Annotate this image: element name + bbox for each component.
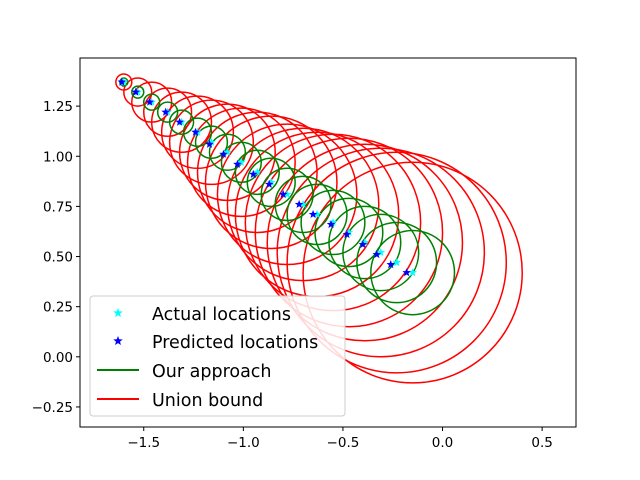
our-approach-circle: [168, 109, 195, 135]
y-tick-label: 1.00: [43, 149, 73, 165]
our-approach-circle: [234, 149, 280, 196]
union-bound-circle: [276, 147, 486, 358]
y-tick-label: −0.25: [32, 400, 73, 416]
our-approach-circle: [246, 157, 296, 208]
predicted-location-point: [294, 199, 304, 209]
predicted-location-point: [358, 240, 368, 249]
actual-location-point: [237, 157, 246, 166]
predicted-location-point: [326, 219, 336, 229]
actual-location-point: [282, 189, 292, 199]
x-tick-label: 0.5: [531, 435, 552, 451]
predicted-location-point: [145, 97, 154, 106]
axes-frame: [79, 57, 577, 428]
legend-handles: [97, 308, 139, 400]
predicted-location-point: [175, 117, 184, 126]
legend-label-actual: Actual locations: [152, 305, 291, 325]
union-bound-circle: [266, 143, 464, 342]
y-tick-label: 0.50: [43, 250, 73, 266]
x-axis: −1.5 −1.0 −0.5 0.0 0.5: [127, 427, 553, 451]
our-approach-circles: [119, 77, 456, 316]
predicted-location-point: [161, 107, 170, 116]
union-bound-circle: [150, 91, 213, 154]
y-tick-label: 0.00: [43, 350, 73, 366]
predicted-location-point: [205, 139, 214, 148]
predicted-location-point: [402, 268, 411, 277]
y-axis: −0.25 0.00 0.25 0.50 0.75 1.00 1.25: [32, 99, 80, 416]
our-approach-circle: [356, 221, 438, 304]
actual-location-point: [266, 177, 276, 186]
y-tick-label: 0.25: [43, 300, 73, 316]
legend: Actual locations Predicted locations Our…: [89, 295, 346, 417]
x-tick-label: 0.0: [432, 435, 453, 451]
actual-location-point: [376, 248, 386, 257]
our-approach-circle: [220, 141, 263, 184]
our-approach-circle: [370, 229, 456, 316]
y-tick-label: 1.25: [43, 99, 73, 115]
predicted-location-point: [233, 159, 242, 168]
our-approach-circle: [156, 101, 179, 123]
actual-location-point: [223, 147, 232, 156]
predicted-location-point: [278, 189, 288, 199]
legend-label-predicted: Predicted locations: [152, 333, 318, 353]
predicted-location-point: [219, 149, 228, 158]
our-approach-circle: [328, 205, 402, 280]
actual-location-point: [344, 227, 354, 237]
legend-star-icon: [113, 336, 123, 346]
our-approach-circle: [300, 189, 366, 256]
predicted-location-markers: [117, 77, 411, 277]
predicted-location-point: [386, 260, 396, 269]
legend-star-icon: [113, 308, 123, 318]
union-bound-circle: [254, 137, 444, 328]
actual-location-point: [298, 199, 308, 209]
predicted-location-point: [308, 209, 318, 219]
predicted-location-point: [249, 169, 258, 178]
predicted-location-point: [131, 87, 141, 96]
union-bound-circle: [204, 115, 338, 250]
predicted-location-point: [264, 179, 274, 188]
predicted-location-point: [117, 77, 127, 86]
union-bound-circle: [186, 107, 296, 218]
legend-box: [89, 295, 346, 417]
actual-location-point: [253, 167, 262, 176]
y-tick-label: 0.75: [43, 199, 73, 215]
our-approach-circle: [182, 117, 213, 147]
legend-label-union-bound: Union bound: [152, 391, 263, 411]
our-approach-circle: [194, 125, 229, 160]
actual-location-point: [207, 137, 216, 146]
actual-location-point: [328, 217, 338, 227]
x-tick-label: −1.0: [227, 435, 260, 451]
predicted-location-point: [191, 127, 200, 136]
union-bound-circle: [302, 161, 523, 384]
our-approach-circle: [208, 133, 247, 172]
union-bound-circle: [123, 77, 153, 107]
actual-location-point: [408, 268, 417, 277]
actual-location-point: [392, 258, 401, 267]
union-bound-circle: [168, 99, 255, 186]
actual-location-point: [360, 238, 370, 247]
x-tick-label: −1.5: [127, 435, 160, 451]
predicted-location-point: [372, 250, 382, 259]
predicted-location-point: [342, 229, 352, 239]
union-bound-circle: [142, 87, 193, 137]
our-approach-circle: [342, 213, 420, 292]
our-approach-circle: [314, 197, 384, 268]
union-bound-circle: [196, 111, 318, 234]
legend-label-our-approach: Our approach: [152, 362, 272, 382]
union-bound-circle: [286, 151, 508, 374]
our-approach-circle: [131, 85, 145, 99]
our-approach-circle: [142, 93, 161, 111]
x-tick-label: −0.5: [327, 435, 360, 451]
actual-location-point: [312, 209, 322, 219]
